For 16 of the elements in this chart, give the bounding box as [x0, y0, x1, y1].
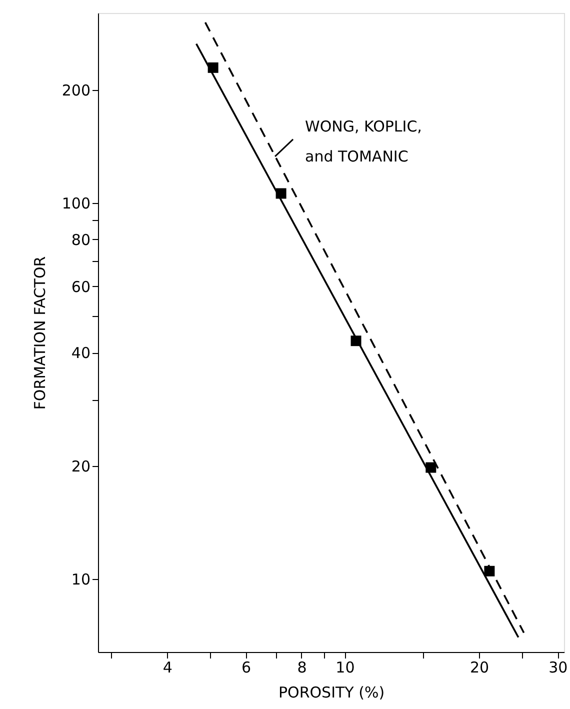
x-tick-label: 10 — [336, 658, 355, 676]
x-tick-label: 30 — [548, 658, 568, 676]
y-tick-label: 20 — [71, 457, 90, 476]
x-tick-label: 6 — [241, 658, 251, 676]
x-tick-label: 8 — [297, 658, 307, 676]
annotation: WONG, KOPLIC, and TOMANIC — [305, 117, 422, 166]
x-tick-label: 4 — [162, 658, 172, 676]
x-tick-label: 20 — [470, 658, 490, 676]
y-tick-label: 200 — [62, 81, 90, 100]
y-tick-label: 40 — [71, 344, 90, 362]
y-tick-label: 60 — [71, 278, 90, 296]
y-tick-label: 80 — [71, 230, 90, 249]
x-axis-title: POROSITY (%) — [278, 684, 385, 702]
y-tick-label: 100 — [62, 194, 90, 212]
y-tick-label: 10 — [71, 570, 90, 589]
y-axis-title: FORMATION FACTOR — [30, 256, 49, 410]
